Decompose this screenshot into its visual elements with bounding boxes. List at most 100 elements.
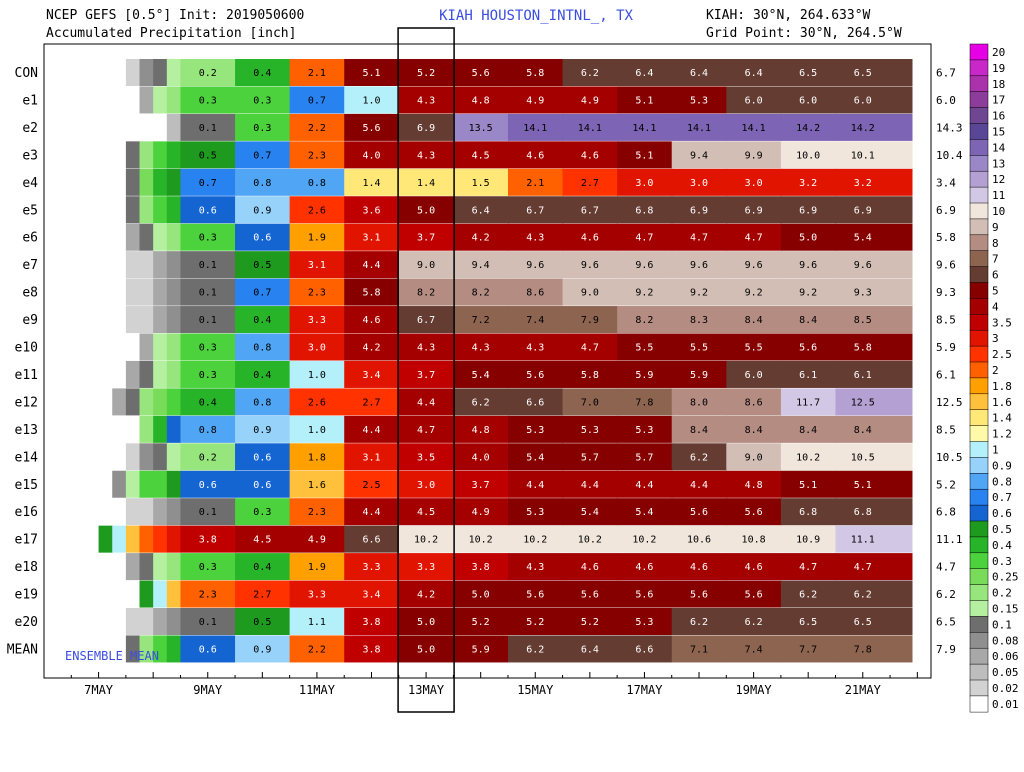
cell-value-label: 5.2: [526, 617, 544, 628]
cell-value-label: 6.9: [417, 123, 435, 134]
value-cell: [180, 360, 236, 388]
cell-value-label: 0.2: [199, 452, 217, 463]
cell-value-label: 4.6: [581, 150, 599, 161]
cell-value-label: 3.7: [472, 480, 490, 491]
value-cell: [617, 525, 673, 553]
cell-value-label: 0.4: [253, 562, 271, 573]
value-cell: [835, 498, 913, 526]
cell-value-label: 0.7: [253, 288, 271, 299]
scale-swatch: [969, 345, 989, 363]
cell-value-label: 0.3: [199, 370, 217, 381]
cell-value-label: 6.5: [799, 68, 817, 79]
scale-label: 0.8: [992, 475, 1012, 488]
cell-value-label: 5.4: [854, 233, 872, 244]
cell-value-label: 7.7: [799, 644, 817, 655]
cell-value-label: 9.0: [745, 452, 763, 463]
cell-value-label: 5.6: [635, 590, 653, 601]
lead-cell: [153, 580, 168, 608]
value-cell: [835, 59, 913, 86]
value-cell: [780, 498, 837, 526]
value-cell: [344, 196, 400, 224]
cell-value-label: 3.4: [362, 590, 380, 601]
lead-cell: [166, 86, 182, 114]
cell-value-label: 4.3: [417, 150, 435, 161]
cell-value-label: 10.9: [796, 535, 820, 546]
value-cell: [835, 443, 913, 471]
lead-cell: [153, 553, 168, 581]
scale-swatch: [969, 139, 989, 156]
cell-value-label: 6.2: [526, 644, 544, 655]
lead-cell: [153, 333, 168, 361]
cell-value-label: 2.6: [308, 205, 326, 216]
scale-swatch: [969, 584, 989, 602]
value-cell: [671, 525, 727, 553]
value-cell: [617, 415, 673, 443]
cell-value-label: 0.1: [199, 288, 217, 299]
cell-value-label: 0.8: [253, 343, 271, 354]
value-cell: [780, 86, 837, 114]
value-cell: [453, 168, 509, 196]
cell-value-label: 10.5: [851, 452, 875, 463]
lead-cell: [153, 443, 168, 471]
scale-swatch: [969, 266, 989, 284]
value-cell: [726, 608, 782, 635]
value-cell: [617, 360, 673, 388]
plot-frame: [43, 43, 932, 679]
cell-value-label: 9.6: [690, 260, 708, 271]
x-tick-label: 19MAY: [736, 683, 773, 697]
cell-value-label: 6.5: [854, 68, 872, 79]
cell-value-label: 0.9: [253, 205, 271, 216]
cell-value-label: 5.6: [526, 370, 544, 381]
cell-value-label: 6.2: [472, 397, 490, 408]
value-cell: [726, 251, 782, 279]
lead-cell: [125, 196, 141, 224]
cell-value-label: 6.0: [799, 95, 817, 106]
cell-value-label: 3.1: [308, 260, 326, 271]
value-cell: [453, 635, 509, 663]
scale-label: 8: [992, 237, 999, 250]
value-cell: [289, 360, 345, 388]
member-row-e6: 0.3 0.6 1.9 3.1 3.7 4.2 4.3 4.6 4.7 4.7 4.7 5.0 5.4: [125, 223, 913, 251]
cell-value-label: 0.7: [253, 150, 271, 161]
member-label: e16: [15, 505, 38, 520]
scale-swatch: [969, 504, 989, 522]
value-cell: [726, 360, 782, 388]
scale-label: 3: [992, 332, 999, 345]
cell-value-label: 6.2: [690, 452, 708, 463]
value-cell: [289, 278, 345, 306]
cell-value-label: 6.6: [362, 535, 380, 546]
lead-cell: [125, 608, 141, 635]
value-cell: [289, 141, 345, 169]
value-cell: [398, 470, 454, 498]
x-axis: 7MAY 9MAY 11MAY 13MAY 15MAY 17MAY 19MAY 21MAY: [70, 672, 918, 697]
cell-value-label: 0.8: [253, 178, 271, 189]
value-cell: [344, 470, 400, 498]
member-row-e12: 0.4 0.8 2.6 2.7 4.4 6.2 6.6 7.0 7.8 8.0 8.6 11.7 12.…: [112, 388, 913, 416]
cell-value-label: 5.9: [635, 370, 653, 381]
scale-swatch: [969, 298, 989, 315]
value-cell: [398, 553, 454, 581]
cell-value-label: 5.5: [690, 343, 708, 354]
value-cell: [726, 333, 782, 361]
cell-value-label: 0.4: [253, 315, 271, 326]
scale-swatch: [969, 202, 989, 220]
value-cell: [398, 608, 454, 635]
value-cell: [289, 113, 345, 141]
x-tick-label: 7MAY: [84, 683, 114, 697]
cell-value-label: 2.3: [308, 507, 326, 518]
value-cell: [671, 498, 727, 526]
value-cell: [780, 333, 837, 361]
value-cell: [617, 141, 673, 169]
scale-swatch: [969, 170, 989, 188]
value-cell: [289, 196, 345, 224]
value-cell: [726, 553, 782, 581]
lead-cell: [139, 251, 154, 279]
member-label: e8: [22, 286, 38, 301]
value-cell: [398, 443, 454, 471]
cell-value-label: 5.6: [472, 68, 490, 79]
value-cell: [398, 196, 454, 224]
value-cell: [453, 525, 509, 553]
member-row-e18: 0.3 0.4 1.9 3.3 3.3 3.8 4.3 4.6 4.6 4.6 4.6 4.7 4.7: [125, 553, 913, 581]
scale-label: 0.4: [992, 539, 1012, 552]
scale-label: 16: [992, 110, 1005, 123]
